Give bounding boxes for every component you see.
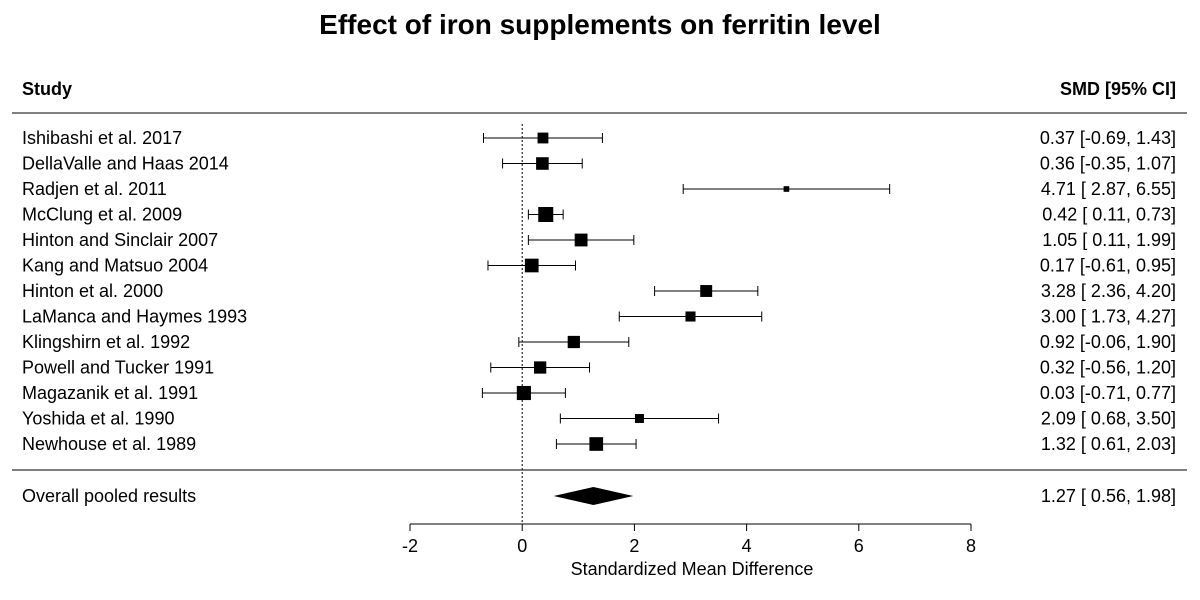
study-row: Klingshirn et al. 1992 0.92 [-0.06, 1.90] xyxy=(22,332,1176,352)
study-row: Yoshida et al. 1990 2.09 [ 0.68, 3.50] xyxy=(22,409,1176,429)
point-estimate xyxy=(589,437,604,451)
study-name: Powell and Tucker 1991 xyxy=(22,358,214,378)
x-tick-label: 8 xyxy=(966,536,976,556)
study-effect-label: 3.00 [ 1.73, 4.27] xyxy=(1041,307,1176,327)
study-name: Yoshida et al. 1990 xyxy=(22,409,174,429)
x-tick-label: -2 xyxy=(402,536,418,556)
point-estimate xyxy=(574,233,588,247)
point-estimate xyxy=(537,132,549,144)
study-name: McClung et al. 2009 xyxy=(22,205,182,225)
study-row: Kang and Matsuo 2004 0.17 [-0.61, 0.95] xyxy=(22,256,1176,276)
study-row: Magazanik et al. 1991 0.03 [-0.71, 0.77] xyxy=(22,383,1176,403)
study-row: Radjen et al. 2011 4.71 [ 2.87, 6.55] xyxy=(22,179,1176,199)
study-effect-label: 0.03 [-0.71, 0.77] xyxy=(1040,383,1176,403)
study-name: Ishibashi et al. 2017 xyxy=(22,128,182,148)
study-effect-label: 0.36 [-0.35, 1.07] xyxy=(1040,154,1176,174)
chart-title: Effect of iron supplements on ferritin l… xyxy=(319,9,881,40)
study-effect-label: 0.37 [-0.69, 1.43] xyxy=(1040,128,1176,148)
study-row: McClung et al. 2009 0.42 [ 0.11, 0.73] xyxy=(22,205,1176,225)
study-effect-label: 1.05 [ 0.11, 1.99] xyxy=(1042,230,1176,250)
point-estimate xyxy=(524,258,539,273)
study-name: Klingshirn et al. 1992 xyxy=(22,332,190,352)
x-tick-label: 6 xyxy=(854,536,864,556)
x-axis: Standardized Mean Difference -2 0 2 4 6 8 xyxy=(402,523,976,579)
point-estimate xyxy=(783,186,790,192)
study-effect-label: 0.92 [-0.06, 1.90] xyxy=(1040,332,1176,352)
point-estimate xyxy=(634,414,644,423)
overall-row: Overall pooled results 1.27 [ 0.56, 1.98… xyxy=(22,486,1176,506)
study-name: Newhouse et al. 1989 xyxy=(22,434,196,454)
study-name: Hinton and Sinclair 2007 xyxy=(22,230,218,250)
study-row: Powell and Tucker 1991 0.32 [-0.56, 1.20] xyxy=(22,358,1176,378)
study-row: Hinton et al. 2000 3.28 [ 2.36, 4.20] xyxy=(22,281,1176,301)
study-effect-label: 3.28 [ 2.36, 4.20] xyxy=(1041,281,1176,301)
study-row: Ishibashi et al. 2017 0.37 [-0.69, 1.43] xyxy=(22,128,1176,148)
study-row: Hinton and Sinclair 2007 1.05 [ 0.11, 1.9… xyxy=(22,230,1176,250)
study-name: Magazanik et al. 1991 xyxy=(22,383,198,403)
study-effect-label: 0.32 [-0.56, 1.20] xyxy=(1040,358,1176,378)
study-name: Radjen et al. 2011 xyxy=(22,179,167,199)
point-estimate xyxy=(536,157,549,170)
x-axis-label: Standardized Mean Difference xyxy=(571,559,814,579)
study-effect-label: 4.71 [ 2.87, 6.55] xyxy=(1041,179,1176,199)
study-row: Newhouse et al. 1989 1.32 [ 0.61, 2.03] xyxy=(22,434,1176,454)
study-name: LaManca and Haymes 1993 xyxy=(22,307,247,327)
study-column-header: Study xyxy=(22,79,72,99)
study-row: LaManca and Haymes 1993 3.00 [ 1.73, 4.27… xyxy=(22,307,1176,327)
x-tick-label: 0 xyxy=(517,536,527,556)
study-effect-label: 1.32 [ 0.61, 2.03] xyxy=(1041,434,1176,454)
x-tick-label: 2 xyxy=(629,536,639,556)
effect-column-header: SMD [95% CI] xyxy=(1060,79,1176,99)
study-effect-label: 2.09 [ 0.68, 3.50] xyxy=(1041,409,1176,429)
point-estimate xyxy=(538,207,554,222)
point-estimate xyxy=(700,285,713,297)
study-name: Hinton et al. 2000 xyxy=(22,281,163,301)
study-effect-label: 0.17 [-0.61, 0.95] xyxy=(1040,256,1176,276)
study-rows: Ishibashi et al. 2017 0.37 [-0.69, 1.43] D… xyxy=(22,128,1176,454)
overall-label: Overall pooled results xyxy=(22,486,196,506)
overall-diamond xyxy=(553,487,634,505)
study-name: DellaValle and Haas 2014 xyxy=(22,154,229,174)
point-estimate xyxy=(534,361,547,374)
study-name: Kang and Matsuo 2004 xyxy=(22,256,208,276)
study-row: DellaValle and Haas 2014 0.36 [-0.35, 1.0… xyxy=(22,154,1176,174)
x-tick-label: 4 xyxy=(742,536,752,556)
point-estimate xyxy=(685,311,696,322)
study-effect-label: 0.42 [ 0.11, 0.73] xyxy=(1042,205,1176,225)
overall-effect-label: 1.27 [ 0.56, 1.98] xyxy=(1041,486,1176,506)
point-estimate xyxy=(516,385,531,401)
point-estimate xyxy=(567,335,580,349)
